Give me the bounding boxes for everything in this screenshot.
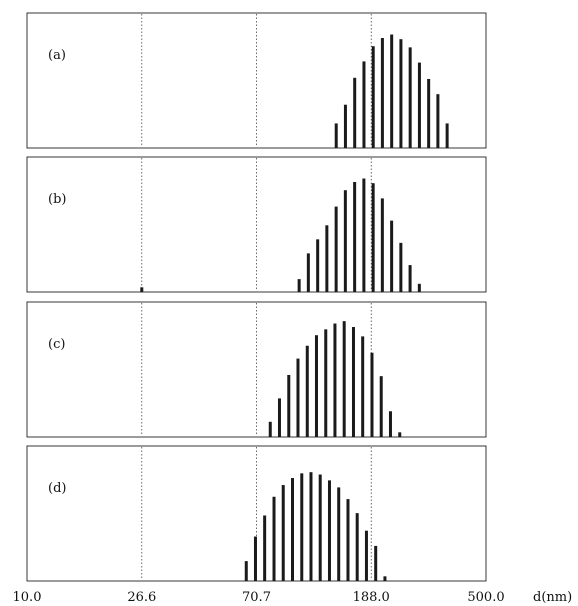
panel-c-bar [287,374,291,437]
panel-d-bar [309,472,313,581]
x-axis-unit-label: d(nm) [533,590,572,605]
panel-c-bar [370,352,374,437]
panel-a-bar [408,47,412,148]
x-tick-label: 500.0 [467,590,504,605]
panel-b: (b) [26,156,487,293]
panel-a-bar [417,62,421,149]
panel-c-bar [324,329,328,437]
x-axis-tick-labels: 10.0 26.6 70.7 188.0 500.0 [13,590,505,605]
x-tick-label: 26.6 [127,590,156,605]
panel-d-bar [253,536,257,581]
panel-a-bar [427,78,431,148]
panel-c-bar [296,358,300,437]
panel-a-bar [445,123,449,148]
panel-b-bar [390,220,394,292]
panels-layer: (a) (b) (c) (d) [26,12,487,582]
panel-a-bar [362,61,366,148]
x-tick-label: 10.0 [13,590,42,605]
panel-b-bar [353,182,357,292]
panel-c-frame [26,301,487,438]
panel-c-bar [333,323,337,437]
panel-b-bar [371,183,375,292]
panel-b-bar [399,242,403,292]
panel-d-bar [383,576,387,581]
panel-c: (c) [26,301,487,438]
panel-a: (a) [26,12,487,149]
panel-b-bar [316,239,320,292]
panel-a-bar [436,94,440,148]
panel-c-label: (c) [48,337,65,352]
panel-a-label: (a) [48,48,66,63]
panel-d-bar [291,478,294,581]
panel-d-label: (d) [48,481,66,496]
panel-b-bar [334,206,338,292]
panel-c-bar [388,411,392,437]
panel-a-bar [334,123,338,148]
panel-d-bar [374,545,378,581]
panel-a-bar [353,77,357,148]
panel-b-label: (b) [48,192,66,207]
panel-c-bar [379,376,383,437]
panel-b-bar [306,253,310,292]
panel-a-bar [380,38,384,148]
panel-b-frame [26,156,487,293]
panel-a-bar [371,46,375,148]
panel-a-frame [26,12,487,149]
panel-c-bar [351,327,355,437]
panel-d-bar [263,515,267,581]
panel-a-bar [390,34,394,149]
panel-b-bar [325,225,329,292]
panel-b-bar [140,287,144,292]
panel-d-bar [337,487,341,581]
panel-d-bar [355,513,359,581]
panel-b-bar [362,178,366,292]
panel-d-bar [346,499,350,581]
x-tick-label: 70.7 [242,590,271,605]
panel-d-bar [244,561,248,581]
panel-a-bar [343,104,347,148]
panel-b-bar [417,283,421,292]
panel-d: (d) [26,445,487,582]
panel-c-bar [305,345,309,437]
panel-d-bar [300,473,304,581]
panel-d-bar [318,474,322,581]
panel-d-bar [281,485,285,581]
panel-c-bar [277,398,281,437]
panel-d-bar [272,496,276,581]
panel-b-bar [297,279,301,292]
panel-c-bar [314,335,318,437]
panel-d-bar [327,480,331,581]
panel-b-bar [380,198,384,292]
panel-a-bar [399,39,403,148]
panel-c-bar [342,321,346,437]
panel-c-bar [268,421,272,437]
x-tick-label: 188.0 [353,590,390,605]
panel-b-bar [408,265,412,292]
panel-c-bar [398,432,402,437]
panel-c-bar [361,336,365,437]
panel-d-bar [364,530,368,581]
panel-b-bar [343,190,347,292]
